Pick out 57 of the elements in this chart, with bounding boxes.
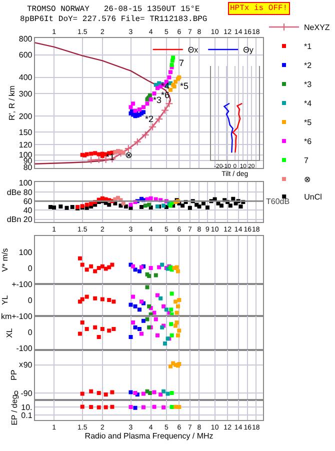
y-tick-label: +-100	[12, 280, 33, 289]
y-tick-label: +-100	[12, 312, 33, 321]
text: o	[14, 388, 19, 397]
y-tick-label: 0.1	[21, 410, 33, 420]
y-tick-label: 400	[18, 73, 33, 82]
text: x	[19, 360, 23, 369]
y-tick-label: 0	[28, 328, 33, 337]
y-tick-label: 0	[28, 296, 33, 305]
legend-label: *3	[304, 80, 312, 90]
legend-label: UnCl	[304, 192, 322, 202]
y-axis-title: EP / deg	[10, 394, 19, 426]
y-tick-label: 90	[23, 360, 33, 370]
annotation: 7	[179, 58, 184, 68]
y-axis-title: PP	[9, 370, 18, 380]
ref-line-label: T60dB	[266, 197, 290, 206]
y-tick-label: -100	[16, 344, 33, 354]
legend-label: *4	[304, 99, 312, 108]
y-tick-label: 60	[23, 196, 33, 206]
annotation: *1	[106, 152, 115, 162]
text: km	[1, 312, 12, 321]
y-tick-label: 80	[23, 163, 33, 172]
y-tick-label: 100	[18, 248, 33, 257]
legend-label: *5	[304, 118, 312, 128]
legend-label: *1	[304, 42, 312, 52]
annotation: *4	[161, 81, 170, 91]
y-axis-title: XL	[4, 328, 14, 338]
legend-label: NeXYZ	[304, 23, 330, 32]
legend-label: Θy	[243, 46, 254, 55]
y-tick-label: dBe 80	[6, 188, 33, 197]
y-tick-label: 10.	[21, 402, 32, 412]
y-tick-label: 150	[18, 128, 33, 137]
annotation: ⊗	[125, 150, 133, 160]
chart-subtitle: 8pBP6It DoY= 227.576 File= TR112183.BPG	[20, 15, 208, 24]
y-tick-label: -90	[20, 388, 33, 398]
legend-label: *6	[304, 137, 312, 146]
x-axis-title: Radio and Plasma Frequency / MHz	[84, 432, 214, 440]
y-tick-label: 0	[28, 264, 33, 273]
legend-label: *2	[304, 61, 312, 70]
y-tick-label: 40	[23, 206, 33, 215]
y-tick-label: 300	[18, 89, 33, 98]
y-axis-title: R', R / km	[8, 85, 17, 120]
chart-title: TROMSO NORWAY 26-08-15 1350UT 15°E	[27, 5, 200, 14]
y-axis-title: V* m/s	[0, 248, 10, 272]
y-axis-title: YL	[0, 294, 10, 305]
y-tick-label: dBn 20	[6, 215, 33, 224]
annotation: *2	[145, 114, 154, 124]
legend-label: Θx	[188, 46, 198, 55]
y-tick-label: 600	[18, 50, 33, 60]
annotation: *3	[153, 95, 162, 105]
text: HPTx is OFF!	[230, 4, 288, 13]
y-tick-label: 120	[18, 140, 33, 150]
annotation: *5	[180, 81, 189, 91]
y-tick-label: 100	[18, 178, 33, 188]
y-tick-label: 200	[18, 112, 33, 121]
y-tick-label: 800	[18, 34, 33, 44]
annotation: *6	[161, 90, 170, 100]
legend-label: ⊗	[304, 175, 311, 184]
